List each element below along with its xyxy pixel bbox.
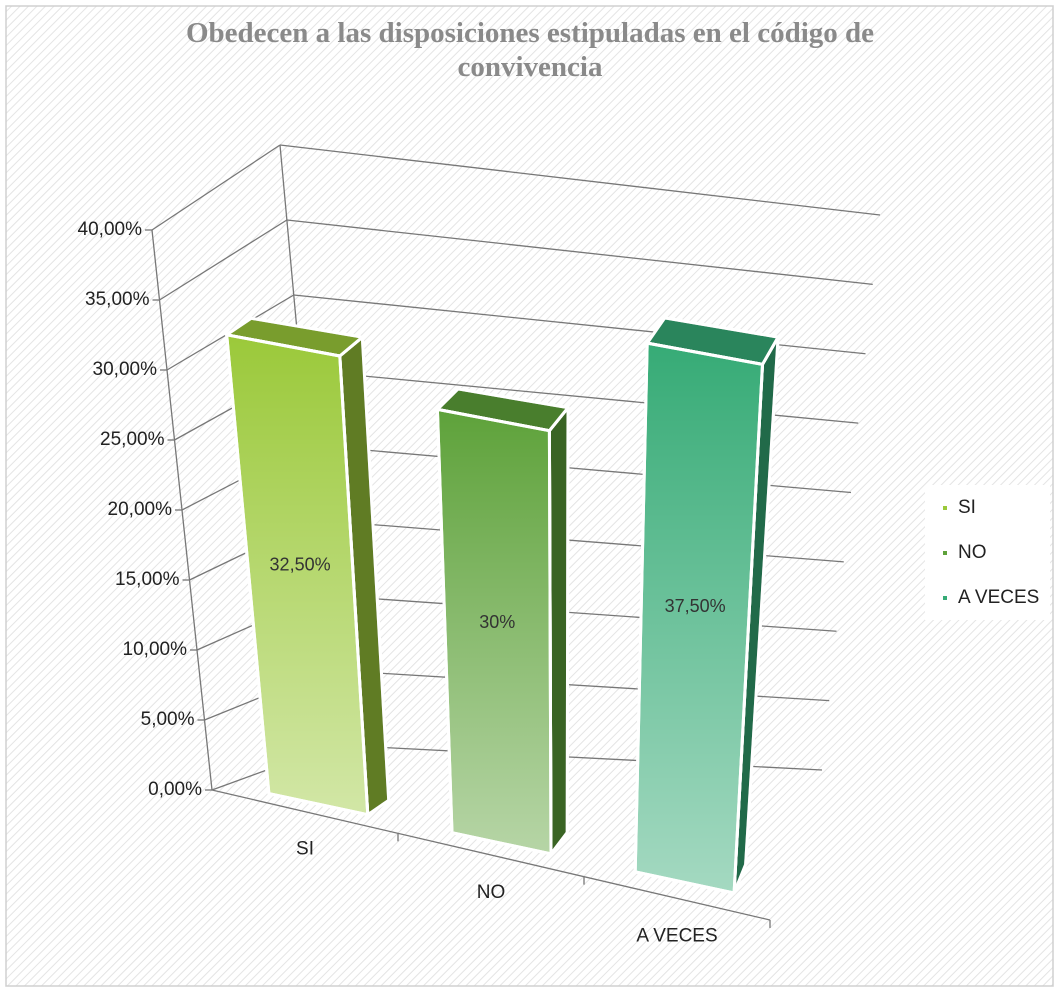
data-label: 32,50% xyxy=(270,554,331,574)
chart-title: Obedecen a las disposiciones estipuladas… xyxy=(185,17,874,83)
legend-label: SI xyxy=(958,497,976,518)
y-axis xyxy=(151,229,213,791)
legend-label: A VECES xyxy=(958,587,1039,608)
data-label: 37,50% xyxy=(665,596,726,616)
y-tick-label: 25,00% xyxy=(100,429,165,450)
grid-line xyxy=(151,144,281,231)
bar-shade xyxy=(225,333,370,817)
grid-line xyxy=(279,144,881,216)
y-tick-label: 5,00% xyxy=(141,709,195,730)
bar-shade xyxy=(633,341,764,895)
legend-marker xyxy=(943,551,947,555)
x-tick-label: NO xyxy=(477,882,506,903)
y-tick-label: 35,00% xyxy=(85,289,150,310)
grid-line xyxy=(159,219,288,301)
y-tick-label: 20,00% xyxy=(108,499,173,520)
legend-label: NO xyxy=(958,542,987,563)
y-tick-label: 15,00% xyxy=(115,569,180,590)
bar-shade xyxy=(435,407,553,856)
x-axis xyxy=(211,789,771,921)
legend-marker xyxy=(943,596,947,600)
y-tick-label: 40,00% xyxy=(78,219,143,240)
y-tick-label: 10,00% xyxy=(123,639,188,660)
x-tick-label: SI xyxy=(296,839,314,860)
x-tick-label: A VECES xyxy=(636,925,717,946)
y-tick-label: 0,00% xyxy=(148,779,202,800)
data-label: 30% xyxy=(479,612,515,632)
legend-marker xyxy=(943,506,947,510)
y-tick-label: 30,00% xyxy=(93,359,158,380)
grid-line xyxy=(286,219,873,286)
